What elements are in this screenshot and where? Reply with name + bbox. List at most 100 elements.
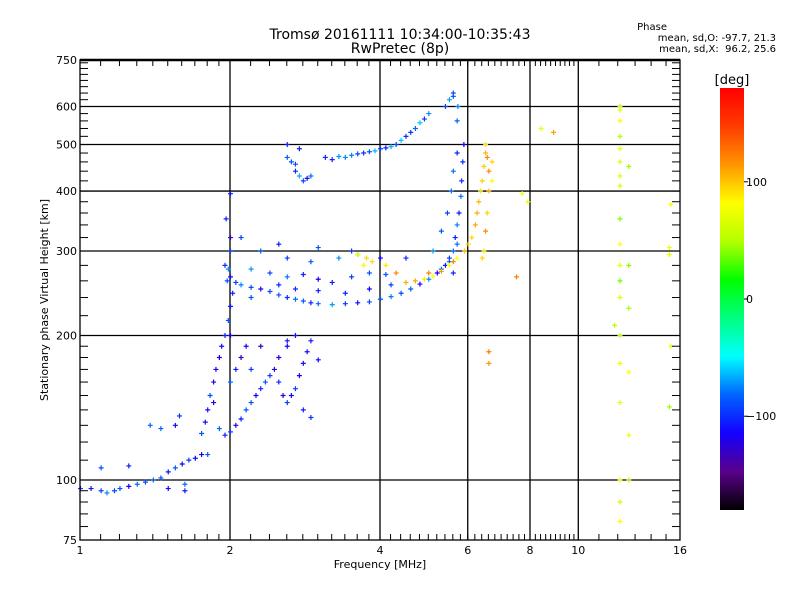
data-point [315, 357, 321, 363]
data-point [219, 343, 225, 349]
data-point [426, 270, 432, 276]
data-point [364, 255, 370, 261]
data-point [243, 343, 249, 349]
data-point [461, 142, 467, 148]
data-point [336, 154, 342, 160]
data-point [366, 299, 372, 305]
data-point [88, 486, 94, 492]
data-point [147, 422, 153, 428]
y-tick-label: 200 [56, 330, 77, 343]
data-point [417, 120, 423, 126]
data-point [430, 273, 436, 279]
data-point [182, 481, 188, 487]
colorbar-tick-label: 0 [746, 293, 753, 306]
stats-line-x: mean, sd,X: 96.2, 25.6 [659, 44, 776, 55]
data-point [276, 292, 282, 298]
data-point [205, 452, 211, 458]
data-point [378, 296, 383, 302]
data-point [617, 333, 623, 339]
data-point [486, 168, 492, 174]
data-point [484, 210, 490, 216]
colorbar: [deg] 100 0 −100 [715, 73, 776, 510]
data-point [223, 216, 229, 222]
data-point [308, 414, 314, 420]
data-point [398, 137, 404, 143]
data-point [308, 173, 314, 179]
data-point [292, 296, 298, 302]
data-point [296, 373, 302, 379]
data-point [426, 111, 432, 117]
data-point [98, 465, 104, 471]
data-point [366, 286, 372, 292]
series-e-layer-trace-o- [78, 413, 211, 496]
data-point [349, 152, 355, 158]
data-point [454, 255, 460, 261]
data-point [292, 168, 298, 174]
data-point [481, 163, 487, 169]
data-point [267, 270, 273, 276]
y-tick-label: 300 [56, 245, 77, 258]
data-point [172, 465, 178, 471]
data-point [355, 300, 361, 306]
data-point [361, 150, 367, 156]
x-axis-label: Frequency [MHz] [334, 558, 426, 571]
data-point [284, 274, 290, 280]
data-point [444, 210, 450, 216]
y-tick-label: 75 [63, 534, 77, 547]
data-point [284, 142, 290, 148]
data-point [481, 248, 487, 254]
data-point [315, 245, 321, 251]
data-point [280, 393, 286, 399]
data-point [284, 255, 290, 261]
data-point [551, 129, 557, 135]
data-point [117, 486, 123, 492]
data-point [617, 295, 623, 301]
data-point [349, 248, 355, 254]
data-point [288, 393, 294, 399]
data-point [372, 148, 378, 154]
data-point [412, 125, 418, 131]
data-point [205, 407, 211, 413]
x-tick-label: 6 [464, 544, 471, 557]
data-point [329, 279, 335, 285]
data-point [617, 241, 623, 247]
data-point [233, 279, 239, 285]
data-point [296, 146, 302, 152]
data-point [393, 142, 399, 148]
data-point [315, 301, 321, 307]
data-point [388, 144, 394, 150]
data-point [421, 116, 427, 122]
data-point [315, 276, 321, 282]
data-point [271, 366, 277, 372]
data-point [211, 379, 217, 385]
data-point [403, 279, 409, 285]
data-point [267, 373, 273, 379]
data-point [258, 386, 264, 392]
data-point [222, 333, 228, 339]
data-point [450, 168, 456, 174]
data-point [342, 290, 348, 296]
data-point [355, 151, 361, 157]
data-point [300, 360, 306, 366]
data-point [369, 259, 375, 265]
data-point [408, 286, 414, 292]
y-axis-label: Stationary phase Virtual Height [km] [38, 199, 51, 401]
data-point [421, 276, 427, 282]
data-point [446, 97, 452, 103]
data-point [179, 461, 185, 467]
data-point [150, 477, 156, 483]
data-point [216, 426, 222, 432]
y-tick-label: 600 [56, 101, 77, 114]
data-point [459, 178, 465, 184]
data-point [383, 262, 389, 268]
data-point [408, 129, 414, 135]
data-point [225, 317, 231, 323]
series-interference-vertical- [519, 104, 674, 524]
data-point [228, 191, 233, 197]
data-point [228, 333, 233, 339]
data-point [489, 159, 495, 165]
data-point [342, 301, 348, 307]
data-point [199, 431, 205, 437]
data-point [486, 360, 492, 366]
data-point [142, 479, 148, 485]
